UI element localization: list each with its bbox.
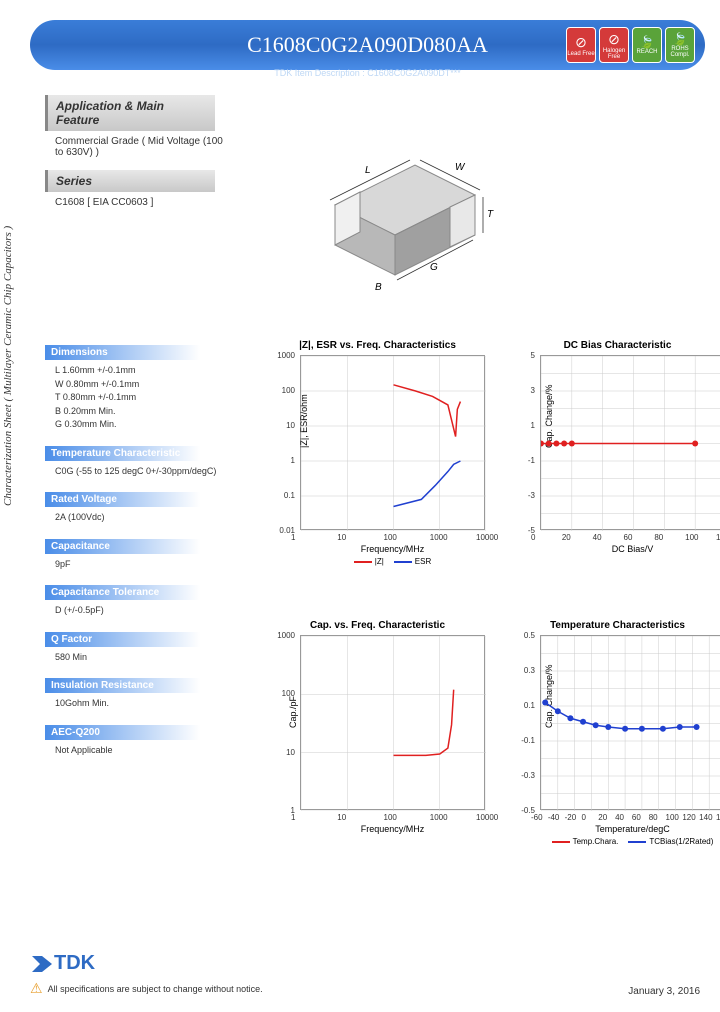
spec-rated-voltage: Rated Voltage2A (100Vdc) — [45, 492, 225, 529]
spec-temperature-characteristic: Temperature CharacteristicC0G (-55 to 12… — [45, 446, 225, 483]
svg-text:G: G — [430, 262, 438, 273]
spec-content: 9pF — [45, 554, 225, 576]
spec-capacitance-tolerance: Capacitance ToleranceD (+/-0.5pF) — [45, 585, 225, 622]
spec-content: 2A (100Vdc) — [45, 507, 225, 529]
chart-legend: Temp.Chara.TCBias(1/2Rated) — [540, 837, 720, 846]
spec-title: Rated Voltage — [45, 492, 200, 507]
x-axis-label: Frequency/MHz — [300, 824, 485, 834]
spec-title: Dimensions — [45, 345, 200, 360]
compliance-badges: ⊘Lead Free⊘Halogen Free🍃REACH🍃ROHS Compl… — [566, 27, 695, 63]
disclaimer: ⚠ All specifications are subject to chan… — [30, 980, 700, 997]
chart-title: Temperature Characteristics — [510, 620, 720, 631]
warning-icon: ⚠ — [30, 980, 43, 997]
x-axis-label: Temperature/degC — [540, 824, 720, 834]
spec-aec-q200: AEC-Q200Not Applicable — [45, 725, 225, 762]
spec-content: D (+/-0.5pF) — [45, 600, 225, 622]
spec-dimensions: DimensionsL 1.60mm +/-0.1mmW 0.80mm +/-0… — [45, 345, 225, 436]
chart-zesr: |Z|, ESR vs. Freq. Characteristics |Z|, E… — [270, 340, 485, 566]
x-axis-label: Frequency/MHz — [300, 544, 485, 554]
spec-content: 10Gohm Min. — [45, 693, 225, 715]
x-axis-label: DC Bias/V — [540, 544, 720, 554]
datasheet-page: Characterization Sheet ( Multilayer Cera… — [0, 0, 720, 1012]
spec-title: Capacitance — [45, 539, 200, 554]
chart-legend: |Z|ESR — [300, 557, 485, 566]
component-diagram: L W T G B — [275, 105, 515, 305]
series-header: Series — [45, 170, 215, 192]
spec-content: C0G (-55 to 125 degC 0+/-30ppm/degC) — [45, 461, 225, 483]
chart-title: |Z|, ESR vs. Freq. Characteristics — [270, 340, 485, 351]
chart-title: DC Bias Characteristic — [510, 340, 720, 351]
badge-rohs-compl.: 🍃ROHS Compl. — [665, 27, 695, 63]
spec-content: 580 Min — [45, 647, 225, 669]
specs-list: DimensionsL 1.60mm +/-0.1mmW 0.80mm +/-0… — [45, 345, 225, 771]
chart-temp: Temperature Characteristics Cap. Change/%… — [510, 620, 720, 846]
svg-text:B: B — [375, 282, 382, 293]
spec-title: Q Factor — [45, 632, 200, 647]
chart-plot: Cap. Change/%-60-40-20020406080100120140… — [540, 635, 720, 810]
application-header: Application & Main Feature — [45, 95, 215, 131]
svg-text:W: W — [455, 162, 466, 173]
badge-halogen-free: ⊘Halogen Free — [599, 27, 629, 63]
spec-title: Capacitance Tolerance — [45, 585, 200, 600]
spec-title: AEC-Q200 — [45, 725, 200, 740]
chart-capfreq: Cap. vs. Freq. Characteristic Cap./pF1101… — [270, 620, 485, 834]
spec-capacitance: Capacitance9pF — [45, 539, 225, 576]
spec-q-factor: Q Factor580 Min — [45, 632, 225, 669]
left-column: Application & Main Feature Commercial Gr… — [45, 95, 225, 220]
application-text: Commercial Grade ( Mid Voltage (100 to 6… — [55, 136, 225, 158]
badge-lead-free: ⊘Lead Free — [566, 27, 596, 63]
y-axis-label: Cap./pF — [288, 695, 298, 727]
sidebar-title: Characterization Sheet ( Multilayer Cera… — [2, 226, 14, 506]
badge-reach: 🍃REACH — [632, 27, 662, 63]
spec-content: L 1.60mm +/-0.1mmW 0.80mm +/-0.1mmT 0.80… — [45, 360, 225, 436]
date: January 3, 2016 — [628, 986, 700, 997]
tdk-logo: TDK — [30, 952, 700, 975]
svg-text:T: T — [487, 209, 494, 220]
chart-plot: Cap. Change/%020406080100120-5-3-1135 — [540, 355, 720, 530]
spec-title: Insulation Resistance — [45, 678, 200, 693]
series-text: C1608 [ EIA CC0603 ] — [55, 197, 225, 208]
chart-plot: Cap./pF1101001000100001101001000 — [300, 635, 485, 810]
footer: TDK ⚠ All specifications are subject to … — [30, 952, 700, 997]
spec-insulation-resistance: Insulation Resistance10Gohm Min. — [45, 678, 225, 715]
spec-title: Temperature Characteristic — [45, 446, 200, 461]
part-number: C1608C0G2A090D080AA — [247, 32, 488, 58]
item-description: TDK Item Description : C1608C0G2A090DT**… — [30, 68, 705, 78]
chart-plot: |Z|, ESR/ohm1101001000100000.010.1110100… — [300, 355, 485, 530]
disclaimer-text: All specifications are subject to change… — [48, 984, 263, 994]
chart-dcbias: DC Bias Characteristic Cap. Change/%02040… — [510, 340, 720, 554]
chart-title: Cap. vs. Freq. Characteristic — [270, 620, 485, 631]
svg-text:L: L — [365, 165, 371, 176]
spec-content: Not Applicable — [45, 740, 225, 762]
